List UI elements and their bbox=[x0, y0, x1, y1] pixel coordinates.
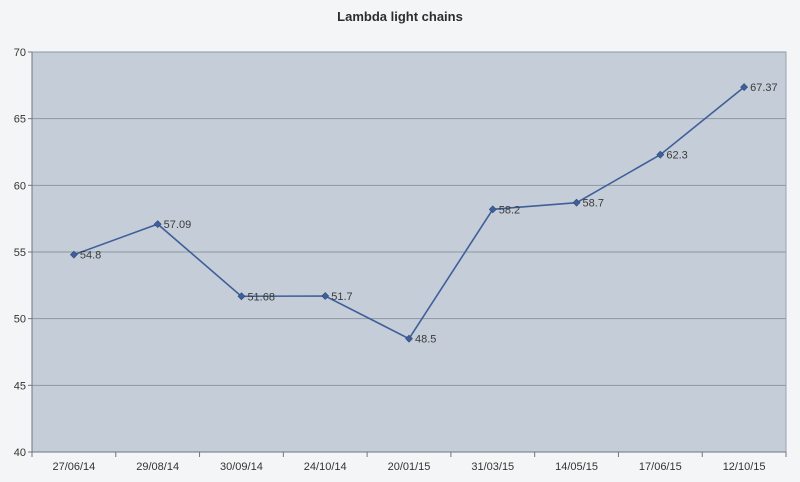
data-label: 67.37 bbox=[750, 82, 778, 94]
x-tick-label: 14/05/15 bbox=[555, 461, 598, 473]
data-point-marker bbox=[656, 150, 665, 159]
series-markers bbox=[69, 83, 749, 343]
chart-title: Lambda light chains bbox=[337, 9, 463, 24]
x-tick-label: 27/06/14 bbox=[52, 461, 95, 473]
y-tick-label: 70 bbox=[14, 47, 26, 59]
y-tick-label: 45 bbox=[14, 380, 26, 392]
data-label: 58.7 bbox=[583, 198, 604, 210]
y-tick-label: 50 bbox=[14, 314, 26, 326]
x-tick-label: 24/10/14 bbox=[304, 461, 347, 473]
data-point-marker bbox=[405, 334, 413, 343]
x-tick-label: 29/08/14 bbox=[136, 461, 179, 473]
x-tick-label: 20/01/15 bbox=[388, 461, 431, 473]
x-tick-labels: 27/06/14 29/08/14 30/09/14 24/10/14 20/01/15… bbox=[52, 461, 765, 473]
y-tick-label: 65 bbox=[14, 114, 26, 126]
y-tick-labels: 40 45 50 55 60 65 70 bbox=[14, 47, 26, 459]
x-tick-label: 31/03/15 bbox=[471, 461, 514, 473]
x-tick-label: 17/06/15 bbox=[639, 461, 682, 473]
x-tick-label: 30/09/14 bbox=[220, 461, 263, 473]
data-labels: 54.8 57.09 51.68 51.7 48.5 58.2 58.7 62.3 67.37 bbox=[80, 82, 778, 346]
data-label: 48.5 bbox=[415, 334, 436, 346]
data-label: 62.3 bbox=[666, 150, 687, 162]
data-point-marker bbox=[321, 292, 330, 300]
data-point-marker bbox=[153, 220, 162, 229]
data-label: 51.7 bbox=[331, 291, 352, 303]
data-label: 51.68 bbox=[247, 291, 275, 303]
axes bbox=[28, 51, 787, 457]
y-tick-label: 40 bbox=[14, 447, 26, 459]
data-point-marker bbox=[488, 205, 497, 214]
data-point-marker bbox=[69, 250, 78, 259]
x-tick-label: 12/10/15 bbox=[723, 461, 766, 473]
y-tick-label: 55 bbox=[14, 247, 26, 259]
gridlines bbox=[32, 51, 786, 386]
data-point-marker bbox=[740, 83, 749, 91]
data-label: 58.2 bbox=[499, 204, 520, 216]
y-tick-label: 60 bbox=[14, 180, 26, 192]
data-point-marker bbox=[572, 198, 581, 207]
data-point-marker bbox=[237, 292, 246, 301]
data-label: 54.8 bbox=[80, 250, 101, 262]
data-label: 57.09 bbox=[164, 219, 192, 231]
